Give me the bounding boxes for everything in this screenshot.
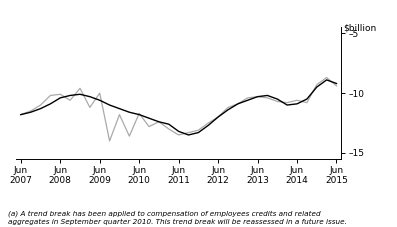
Text: $billion: $billion bbox=[343, 24, 377, 33]
Text: (a) A trend break has been applied to compensation of employees credits and rela: (a) A trend break has been applied to co… bbox=[8, 210, 347, 225]
